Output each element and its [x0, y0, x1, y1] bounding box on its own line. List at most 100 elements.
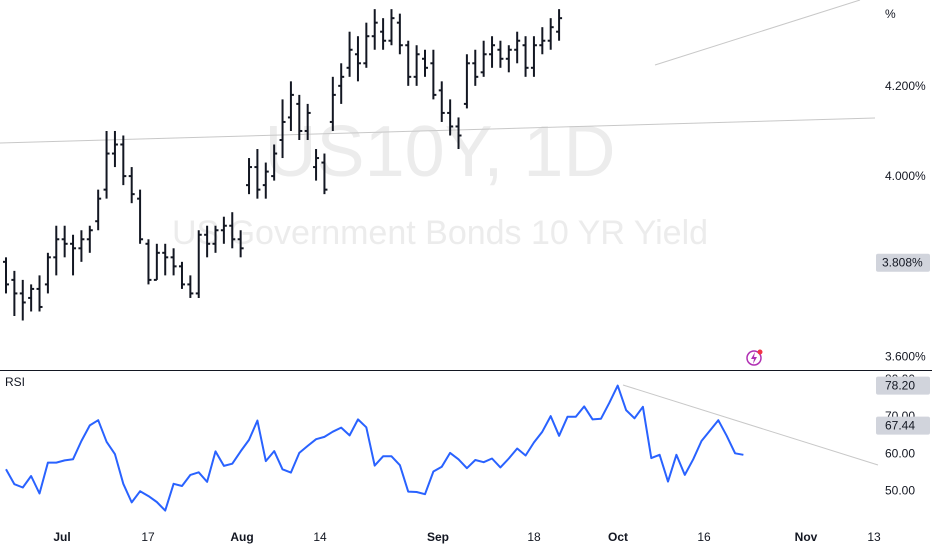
ohlc-bar	[405, 40, 412, 86]
ohlc-bar	[505, 45, 512, 73]
ohlc-bar	[11, 270, 18, 316]
ohlc-bar	[413, 45, 420, 86]
ohlc-bar	[254, 149, 261, 199]
ohlc-bar	[329, 76, 336, 131]
ohlc-bar	[3, 257, 9, 294]
ohlc-bar	[472, 49, 479, 86]
time-tick-label: Jul	[53, 530, 70, 544]
ohlc-bar	[19, 279, 26, 321]
ohlc-bar	[422, 49, 428, 77]
price-bars	[3, 9, 563, 321]
ohlc-bar	[70, 234, 77, 276]
ohlc-bar	[170, 248, 177, 276]
time-tick-label: Oct	[608, 530, 628, 544]
trendline-2[interactable]	[654, 0, 861, 66]
ohlc-bar	[120, 135, 127, 186]
ohlc-bar	[44, 252, 51, 294]
ohlc-bar	[145, 239, 152, 285]
price-tick-label: 3.600%	[885, 350, 926, 364]
ohlc-bar	[53, 225, 60, 276]
ohlc-bar	[338, 63, 345, 104]
price-axis[interactable]: 3.600%4.000%4.200%4.400%4.600%4.800%4.96…	[876, 0, 930, 364]
lightning-icon[interactable]	[746, 349, 763, 366]
rsi-line	[5, 384, 744, 512]
time-tick-label: 18	[527, 530, 541, 544]
price-tick-label: 4.200%	[885, 79, 926, 93]
svg-text:3.808%: 3.808%	[882, 256, 923, 270]
rsi-label: RSI	[5, 375, 25, 389]
ohlc-bar	[204, 225, 211, 258]
time-tick-label: Sep	[427, 530, 449, 544]
ohlc-bar	[246, 158, 253, 195]
ohlc-bar	[447, 99, 454, 136]
ohlc-bar	[178, 261, 185, 289]
ohlc-bar	[137, 189, 144, 244]
time-tick-label: Nov	[795, 530, 818, 544]
ohlc-bar	[61, 225, 68, 258]
trendlines[interactable]	[0, 0, 879, 466]
ohlc-bar	[287, 81, 294, 131]
watermark-ticker: US10Y, 1D	[265, 112, 616, 192]
time-tick-label: Aug	[230, 530, 253, 544]
ohlc-bar	[103, 130, 110, 199]
time-tick-label: 13	[867, 530, 881, 544]
ohlc-bar	[296, 94, 303, 140]
ohlc-bar	[430, 49, 437, 100]
price-unit-label: %	[885, 7, 896, 21]
ohlc-bar	[388, 9, 395, 46]
ohlc-bar	[262, 162, 269, 199]
ohlc-bar	[78, 230, 85, 262]
ohlc-bar	[321, 153, 328, 195]
ohlc-bar	[36, 275, 43, 312]
ohlc-bar	[514, 31, 521, 64]
rsi-tag: 78.20	[876, 376, 930, 395]
ohlc-bar	[313, 149, 320, 181]
rsi-tag: 67.44	[876, 416, 930, 435]
ohlc-bar	[229, 212, 236, 249]
price-tick-label: 4.000%	[885, 169, 926, 183]
ohlc-bar	[438, 81, 445, 122]
ohlc-bar	[279, 99, 286, 159]
ohlc-bar	[547, 18, 554, 50]
ohlc-bar	[346, 31, 353, 77]
watermark-name: US Government Bonds 10 YR Yield	[172, 214, 708, 252]
price-tag: 3.808%	[876, 253, 930, 272]
price-tick-label: 4.400%	[885, 0, 926, 3]
time-axis[interactable]: Jul 17 Aug 14 Sep 18 Oct 16 Nov 13	[53, 530, 881, 544]
svg-text:67.44: 67.44	[885, 419, 915, 433]
ohlc-bar	[28, 284, 35, 312]
trendline-3[interactable]	[622, 384, 879, 466]
ohlc-bar	[380, 18, 387, 50]
ohlc-bar	[455, 117, 462, 150]
ohlc-bar	[497, 40, 504, 68]
ohlc-bar	[86, 225, 93, 253]
time-tick-label: 14	[313, 530, 327, 544]
ohlc-bar	[354, 36, 361, 82]
rsi-tick-label: 60.00	[885, 446, 915, 460]
ohlc-bar	[522, 36, 529, 77]
ohlc-bar	[195, 230, 202, 298]
ohlc-bar	[371, 9, 378, 50]
time-tick-label: 16	[697, 530, 711, 544]
ohlc-bar	[237, 230, 244, 258]
rsi-tick-label: 50.00	[885, 484, 915, 498]
ohlc-bar	[489, 36, 496, 68]
ohlc-bar	[153, 243, 160, 281]
ohlc-bar	[480, 40, 487, 77]
ohlc-bar	[220, 216, 227, 244]
ohlc-bar	[187, 275, 194, 298]
ohlc-bar	[363, 22, 370, 68]
time-tick-label: 17	[141, 530, 155, 544]
ohlc-bar	[396, 13, 403, 55]
ohlc-bar	[530, 36, 537, 77]
ohlc-bar	[556, 9, 563, 41]
ohlc-bar	[539, 27, 546, 55]
ohlc-bar	[304, 103, 311, 140]
svg-text:78.20: 78.20	[885, 379, 915, 393]
trendline-1[interactable]	[0, 117, 876, 144]
ohlc-bar	[128, 167, 135, 204]
ohlc-bar	[111, 130, 118, 168]
ohlc-bar	[95, 189, 102, 231]
